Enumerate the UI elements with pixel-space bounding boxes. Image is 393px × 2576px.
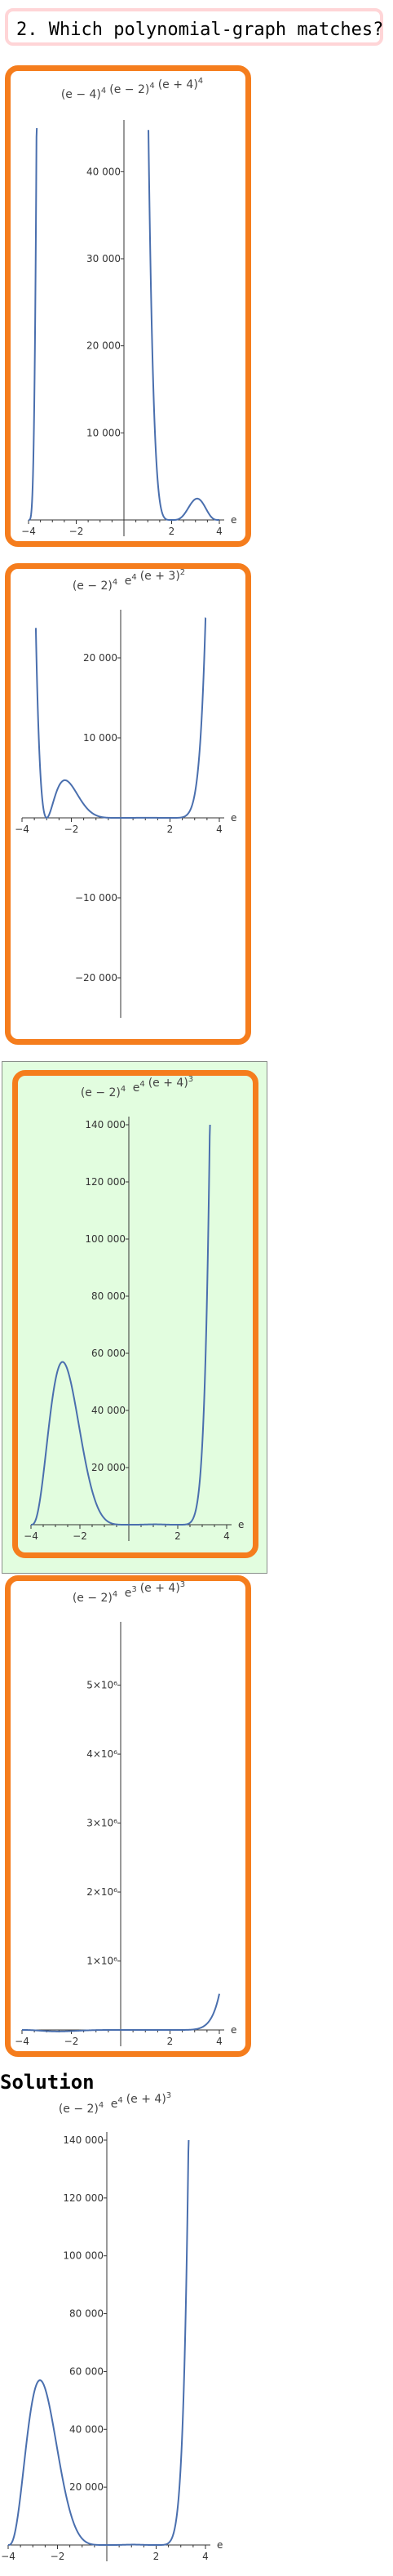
- question-text: 2. Which polynomial-graph matches?: [16, 20, 384, 40]
- function-curve: [34, 617, 207, 819]
- answer-option-2[interactable]: (e − 2)4 e4 (e + 3)2 e −4 −2 2 4 −20 000 −10 000…: [5, 563, 251, 1045]
- answer-option-4[interactable]: (e − 2)4 e3 (e + 4)3 e −4 −2 2 4 1×10⁶ 2×10⁶ 3×10…: [5, 1575, 251, 2057]
- x-axis-label: e: [231, 514, 236, 526]
- function-curve: [29, 127, 219, 521]
- y-tick-label: 140 000: [63, 2134, 104, 2146]
- y-tick-label: 60 000: [91, 1348, 126, 1359]
- y-tick-label: 5×10⁶: [86, 1680, 117, 1691]
- y-tick-label: 40 000: [69, 2423, 104, 2435]
- y-tick-label: 1×10⁶: [86, 1956, 117, 1967]
- x-tick-label: −4: [1, 2551, 15, 2562]
- y-tick-label: 20 000: [91, 1462, 126, 1473]
- plot-option-4: (e − 2)4 e3 (e + 4)3 e −4 −2 2 4 1×10⁶ 2×10⁶ 3×10…: [15, 1581, 236, 2047]
- x-tick-label: −2: [64, 2036, 79, 2047]
- x-tick-label: 4: [216, 526, 223, 537]
- plot-title: (e − 2)4 e4 (e + 4)3: [81, 1076, 193, 1099]
- x-tick-label: −4: [24, 1530, 38, 1542]
- x-tick-label: 2: [167, 2036, 174, 2047]
- plot-title: (e − 2)4 e4 (e + 3)2: [73, 569, 185, 593]
- plot-title: (e − 4)4 (e − 2)4 (e + 4)4: [61, 77, 203, 101]
- x-axis-label: e: [231, 812, 236, 824]
- x-tick-label: 4: [216, 2036, 223, 2047]
- y-tick-label: 100 000: [63, 2250, 104, 2262]
- plot-option-1: (e − 4)4 (e − 2)4 (e + 4)4 e −4 −2 2 4 10 000 20 …: [21, 77, 236, 537]
- x-tick-label: −2: [69, 526, 84, 537]
- y-tick-label: −20 000: [75, 972, 117, 984]
- x-tick-label: 4: [216, 824, 223, 835]
- y-tick-label: 4×10⁶: [86, 1748, 117, 1760]
- solution-plot: (e − 2)4 e4 (e + 4)3 e −4 −2 2 4 20 000 40 000 60…: [1, 2091, 223, 2562]
- y-tick-label: 80 000: [69, 2308, 104, 2320]
- function-curve: [22, 1993, 220, 2032]
- x-tick-label: 4: [202, 2551, 209, 2562]
- x-axis-label: e: [217, 2539, 223, 2551]
- plot-option-2: (e − 2)4 e4 (e + 3)2 e −4 −2 2 4 −20 000 −10 000…: [15, 569, 236, 1018]
- x-tick-label: −4: [15, 824, 29, 835]
- x-tick-label: −2: [73, 1530, 87, 1542]
- y-tick-label: 20 000: [83, 652, 117, 664]
- y-tick-label: 20 000: [69, 2481, 104, 2493]
- function-curve: [31, 1124, 211, 1526]
- plot-title: (e − 2)4 e4 (e + 4)3: [59, 2091, 171, 2116]
- y-tick-label: 40 000: [91, 1405, 126, 1416]
- x-tick-label: 2: [167, 824, 174, 835]
- y-tick-label: 140 000: [85, 1119, 126, 1130]
- y-tick-label: 10 000: [83, 732, 117, 744]
- answer-option-3[interactable]: (e − 2)4 e4 (e + 4)3 e −4 −2 2 4 20 000 40 000 60…: [12, 1070, 258, 1558]
- plot-title: (e − 2)4 e3 (e + 4)3: [73, 1581, 185, 1605]
- y-tick-label: 10 000: [86, 427, 121, 438]
- y-tick-label: 80 000: [91, 1290, 126, 1302]
- y-tick-label: 60 000: [69, 2365, 104, 2377]
- y-tick-label: 120 000: [63, 2192, 104, 2204]
- y-tick-label: 100 000: [85, 1233, 126, 1245]
- plot-option-3: (e − 2)4 e4 (e + 4)3 e −4 −2 2 4 20 000 40 000 60…: [24, 1076, 244, 1542]
- y-tick-label: 30 000: [86, 253, 121, 264]
- y-tick-label: 120 000: [85, 1176, 126, 1188]
- x-tick-label: 2: [169, 526, 175, 537]
- x-tick-label: 2: [153, 2551, 160, 2562]
- x-tick-label: −2: [51, 2551, 65, 2562]
- y-tick-label: −10 000: [75, 892, 117, 904]
- answer-option-1[interactable]: (e − 4)4 (e − 2)4 (e + 4)4 e −4 −2 2 4 10 000 20 …: [5, 65, 251, 547]
- y-tick-label: 40 000: [86, 166, 121, 177]
- x-tick-label: 2: [174, 1530, 181, 1542]
- x-tick-label: −4: [15, 2036, 29, 2047]
- y-tick-label: 20 000: [86, 340, 121, 352]
- x-tick-label: −4: [21, 526, 36, 537]
- x-axis-label: e: [238, 1519, 244, 1530]
- x-tick-label: 4: [223, 1530, 230, 1542]
- x-axis-label: e: [231, 2024, 236, 2036]
- question-header: 2. Which polynomial-graph matches?: [5, 8, 383, 46]
- x-tick-label: −2: [64, 824, 79, 835]
- function-curve: [8, 2139, 190, 2546]
- correct-answer-highlight: (e − 2)4 e4 (e + 4)3 e −4 −2 2 4 20 000 40 000 60…: [2, 1061, 267, 1574]
- y-tick-label: 2×10⁶: [86, 1886, 117, 1898]
- y-tick-label: 3×10⁶: [86, 1818, 117, 1829]
- solution-title: Solution: [0, 2071, 95, 2094]
